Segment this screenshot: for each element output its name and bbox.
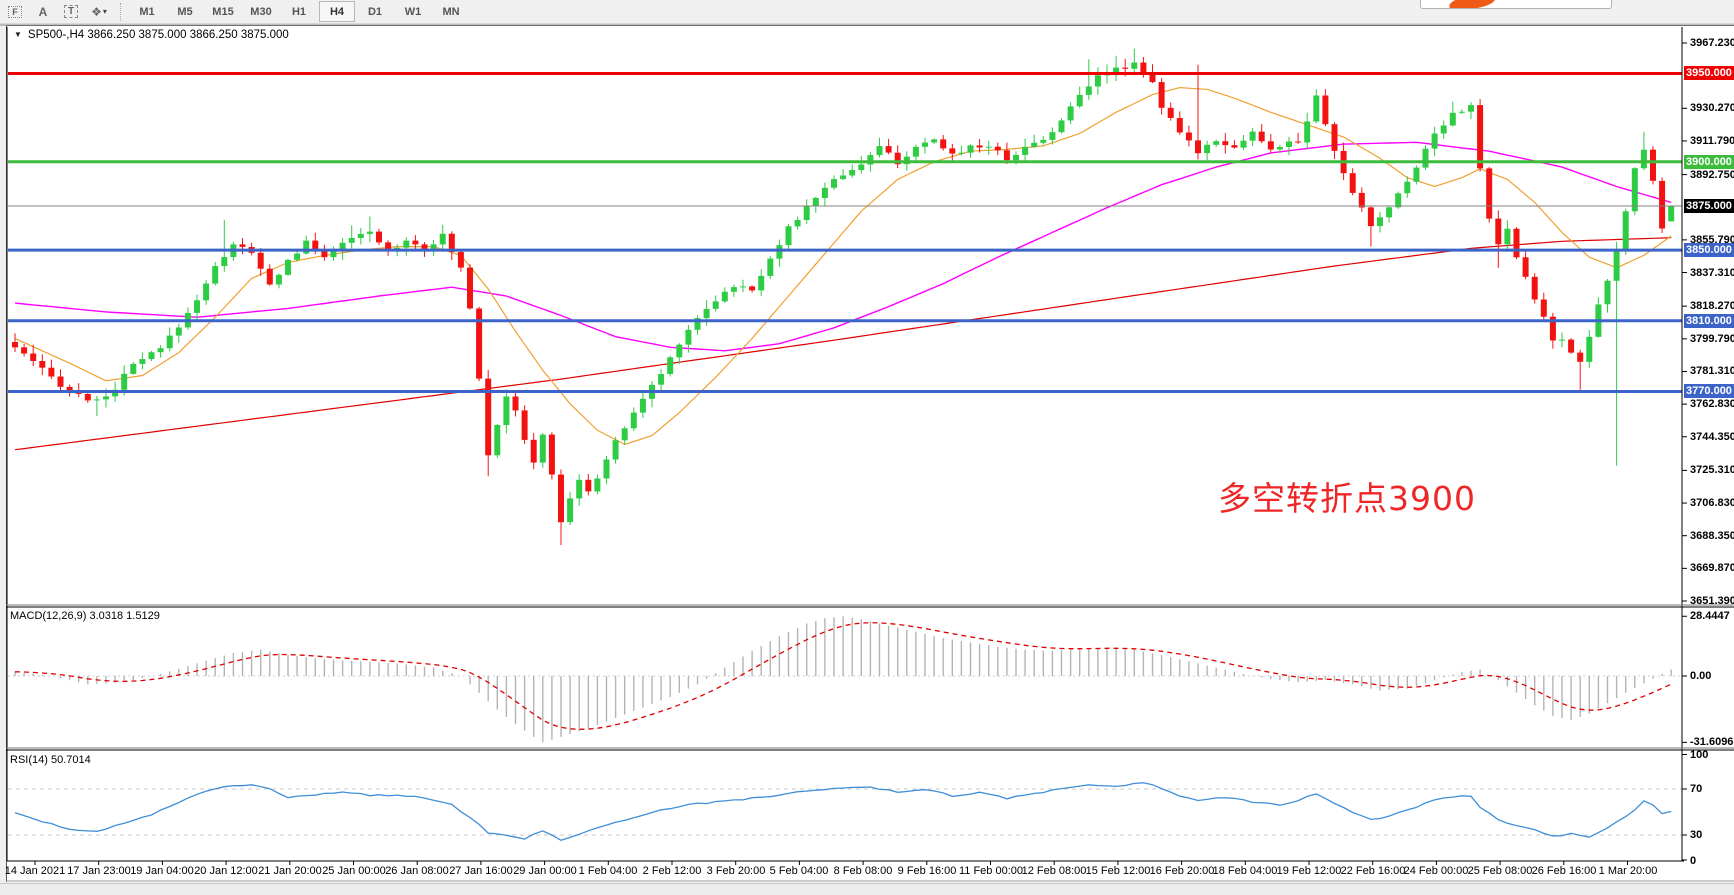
date-tick-label: 12 Feb 08:00: [1021, 865, 1087, 877]
chart-text-annotation: 多空转折点3900: [1218, 479, 1476, 518]
date-tick-label: 11 Feb 00:00: [958, 865, 1024, 877]
panel-divider-macd[interactable]: [0, 604, 1734, 609]
price-tick-label: 3706.830: [1690, 497, 1734, 509]
timeframe-M1[interactable]: M1: [139, 5, 155, 18]
date-tick-label: 1 Mar 20:00: [1598, 865, 1658, 877]
date-tick-label: 14 Jan 2021: [4, 865, 66, 877]
price-tick-label: 3669.870: [1690, 562, 1734, 574]
price-level-badge: 3770.000: [1684, 384, 1734, 398]
timeframe-W1[interactable]: W1: [404, 5, 422, 18]
timeframe-M15[interactable]: M15: [212, 5, 234, 18]
date-tick-label: 19 Feb 12:00: [1276, 865, 1342, 877]
timeframe-H4[interactable]: H4: [319, 1, 355, 22]
price-level-badge: 3875.000: [1684, 199, 1734, 213]
price-tick-label: 3911.790: [1690, 135, 1734, 147]
date-tick-label: 19 Jan 04:00: [130, 865, 194, 877]
date-tick-label: 16 Feb 20:00: [1149, 865, 1215, 877]
rsi-label: RSI(14) 50.7014: [10, 754, 91, 766]
rsi-panel-area[interactable]: [8, 752, 1682, 860]
macd-tick-label: 0.00: [1690, 670, 1712, 682]
price-tick-label: 3762.830: [1690, 398, 1734, 410]
date-tick-label: 18 Feb 04:00: [1212, 865, 1278, 877]
toolbar-separator: [120, 2, 122, 21]
date-tick-label: 20 Jan 12:00: [194, 865, 258, 877]
price-tick-label: 3725.310: [1690, 464, 1734, 476]
timeframe-MN[interactable]: MN: [442, 5, 460, 18]
chart-dropdown-icon[interactable]: ▼: [14, 30, 22, 39]
price-tick-label: 3892.750: [1690, 169, 1734, 181]
broker-logo: [1420, 0, 1612, 9]
macd-panel-area[interactable]: [8, 608, 1682, 748]
timeframe-D1[interactable]: D1: [367, 5, 383, 18]
macd-tick-label: -31.6096: [1690, 736, 1734, 748]
price-tick-label: 3688.350: [1690, 530, 1734, 542]
price-tick-label: 3651.390: [1690, 595, 1734, 607]
bottom-strip: [0, 883, 1734, 895]
date-tick-label: 17 Jan 23:00: [67, 865, 131, 877]
date-tick-label: 25 Jan 00:00: [322, 865, 386, 877]
timeframe-M30[interactable]: M30: [250, 5, 272, 18]
date-tick-label: 9 Feb 16:00: [897, 865, 957, 877]
date-tick-label: 21 Jan 20:00: [258, 865, 322, 877]
panel-divider-rsi[interactable]: [0, 747, 1734, 752]
price-tick-label: 3799.790: [1690, 333, 1734, 345]
rsi-tick-label: 100: [1690, 749, 1709, 761]
date-tick-label: 2 Feb 12:00: [642, 865, 702, 877]
macd-label: MACD(12,26,9) 3.0318 1.5129: [10, 610, 160, 622]
date-tick-label: 8 Feb 08:00: [833, 865, 893, 877]
timeframe-M5[interactable]: M5: [177, 5, 193, 18]
date-tick-label: 27 Jan 16:00: [449, 865, 513, 877]
date-tick-label: 24 Feb 00:00: [1403, 865, 1469, 877]
price-tick-label: 3930.270: [1690, 102, 1734, 114]
rsi-tick-label: 0: [1690, 855, 1697, 867]
text-label-icon[interactable]: A: [38, 4, 48, 19]
shapes-icon[interactable]: ❖ ▾: [91, 4, 107, 19]
date-tick-label: 1 Feb 04:00: [578, 865, 638, 877]
macd-tick-label: 28.4447: [1690, 610, 1730, 622]
logo-orange-swoosh: [1448, 0, 1496, 8]
price-level-badge: 3950.000: [1684, 66, 1734, 80]
timeframe-H1[interactable]: H1: [291, 5, 307, 18]
price-tick-label: 3781.310: [1690, 365, 1734, 377]
price-tick-label: 3837.310: [1690, 267, 1734, 279]
date-tick-label: 22 Feb 16:00: [1340, 865, 1406, 877]
date-tick-label: 26 Jan 08:00: [385, 865, 449, 877]
price-tick-label: 3967.230: [1690, 37, 1734, 49]
date-tick-label: 15 Feb 12:00: [1085, 865, 1151, 877]
date-tick-label: 26 Feb 16:00: [1531, 865, 1597, 877]
date-tick-label: 29 Jan 00:00: [513, 865, 577, 877]
text-box-icon[interactable]: T: [58, 2, 84, 21]
price-tick-label: 3818.270: [1690, 300, 1734, 312]
price-level-badge: 3850.000: [1684, 243, 1734, 257]
date-tick-label: 5 Feb 04:00: [769, 865, 829, 877]
price-level-badge: 3810.000: [1684, 314, 1734, 328]
timeframe-group: M1 M5 M15 M30 H1 H4 D1 W1 MN: [128, 1, 470, 22]
date-tick-label: 25 Feb 08:00: [1467, 865, 1533, 877]
chart-title[interactable]: ▼ SP500-,H4 3866.250 3875.000 3866.250 38…: [14, 29, 289, 41]
template-frame-icon[interactable]: F: [2, 2, 28, 21]
price-level-badge: 3900.000: [1684, 155, 1734, 169]
rsi-tick-label: 70: [1690, 783, 1703, 795]
rsi-tick-label: 30: [1690, 829, 1703, 841]
chevron-down-icon: ▾: [102, 7, 107, 16]
price-tick-label: 3744.350: [1690, 431, 1734, 443]
date-tick-label: 3 Feb 20:00: [706, 865, 766, 877]
